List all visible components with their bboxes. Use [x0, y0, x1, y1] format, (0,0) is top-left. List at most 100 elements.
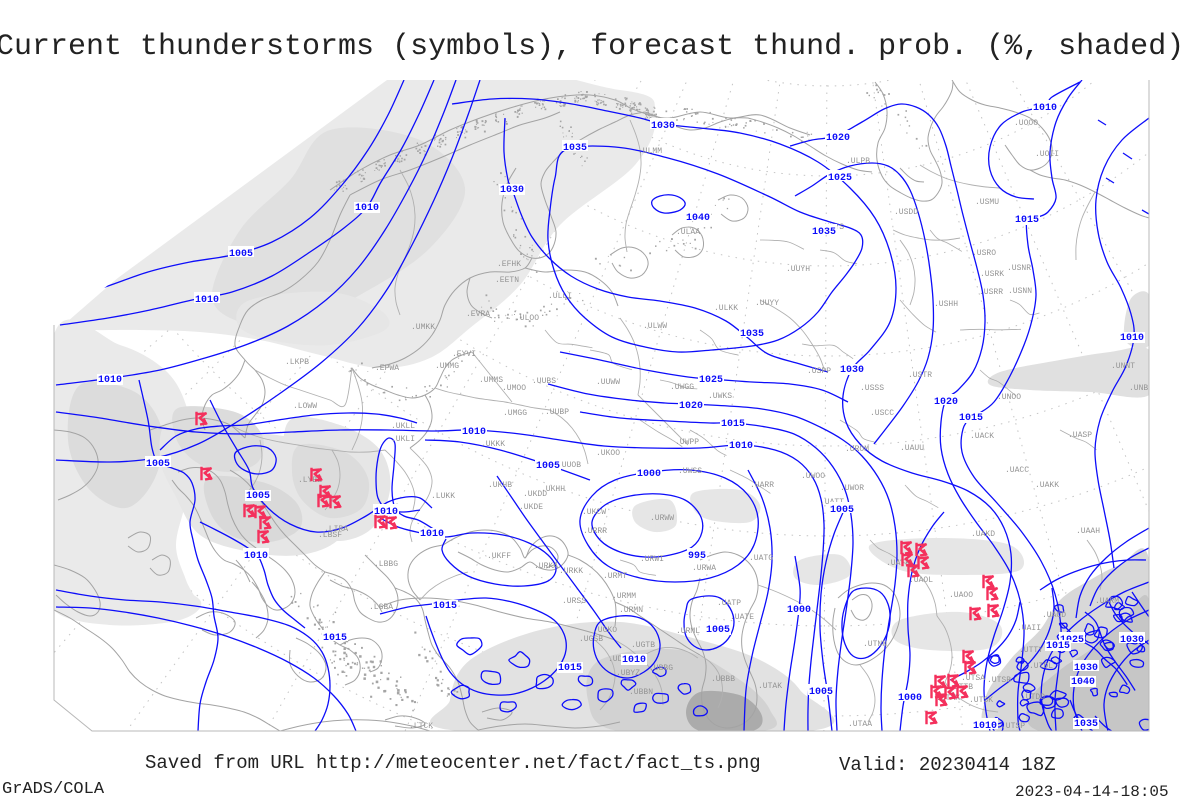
svg-text:.EPWA: .EPWA: [375, 364, 399, 373]
svg-text:1035: 1035: [740, 329, 764, 340]
svg-text:995: 995: [688, 551, 706, 562]
svg-text:.UAKD: .UAKD: [971, 530, 995, 539]
svg-text:1010: 1010: [244, 551, 268, 562]
svg-text:.LGBA: .LGBA: [369, 603, 393, 612]
svg-text:.UTAK: .UTAK: [758, 682, 782, 691]
svg-text:1015: 1015: [323, 633, 347, 644]
svg-text:.ULLI: .ULLI: [548, 292, 572, 301]
svg-text:.LUKK: .LUKK: [431, 492, 455, 501]
svg-text:.LBBG: .LBBG: [374, 560, 398, 569]
svg-text:1030: 1030: [651, 121, 675, 132]
svg-text:.UARM: .UARM: [1095, 597, 1119, 606]
svg-text:.UKHB: .UKHB: [488, 481, 512, 490]
svg-text:.UTTY: .UTTY: [1019, 646, 1043, 655]
svg-text:1010: 1010: [973, 721, 997, 732]
svg-text:1015: 1015: [558, 663, 582, 674]
svg-text:1030: 1030: [1074, 663, 1098, 674]
svg-text:.UTDL: .UTDL: [1029, 662, 1053, 671]
svg-text:.UMKK: .UMKK: [411, 323, 435, 332]
svg-text:.USPP: .USPP: [807, 367, 831, 376]
svg-text:.UWSS: .UWSS: [678, 467, 702, 476]
svg-text:.USNR: .USNR: [1007, 264, 1031, 273]
svg-text:.UGSB: .UGSB: [579, 635, 603, 644]
svg-text:1030: 1030: [500, 185, 524, 196]
svg-text:1010: 1010: [1033, 103, 1057, 114]
svg-text:1020: 1020: [679, 401, 703, 412]
svg-text:.UAII: .UAII: [1017, 624, 1041, 633]
svg-text:.UACK: .UACK: [970, 432, 994, 441]
svg-text:1025: 1025: [699, 375, 723, 386]
svg-text:.URKA: .URKA: [534, 562, 558, 571]
svg-text:.EETN: .EETN: [495, 276, 519, 285]
svg-text:.UNBB: .UNBB: [1129, 384, 1153, 393]
svg-text:.USRO: .USRO: [972, 249, 996, 258]
svg-text:1025: 1025: [828, 173, 852, 184]
svg-text:.UUYH: .UUYH: [786, 265, 810, 274]
svg-text:.URMT: .URMT: [603, 572, 627, 581]
svg-text:.UATG: .UATG: [749, 554, 773, 563]
svg-text:.UGKO: .UGKO: [593, 626, 617, 635]
svg-text:.UROM: .UROM: [845, 445, 869, 454]
svg-text:.UASP: .UASP: [1068, 431, 1092, 440]
svg-text:.UAOD: .UAOD: [1042, 611, 1066, 620]
svg-text:.UOII: .UOII: [1035, 150, 1059, 159]
svg-text:.URMN: .URMN: [619, 606, 643, 615]
svg-text:1015: 1015: [433, 601, 457, 612]
svg-text:.UBBB: .UBBB: [711, 675, 735, 684]
svg-text:1005: 1005: [830, 505, 854, 516]
svg-text:1010: 1010: [729, 441, 753, 452]
svg-text:1000: 1000: [637, 469, 661, 480]
svg-text:.EYVI: .EYVI: [452, 350, 476, 359]
svg-text:.UTSP: .UTSP: [1001, 722, 1025, 731]
svg-text:.ULAA: .ULAA: [676, 228, 700, 237]
svg-text:1010: 1010: [622, 655, 646, 666]
svg-text:1010: 1010: [1120, 333, 1144, 344]
svg-text:1010: 1010: [98, 375, 122, 386]
svg-text:.UTAX: .UTAX: [936, 694, 960, 703]
svg-text:.UWOO: .UWOO: [801, 472, 825, 481]
svg-text:.UOOO: .UOOO: [1014, 119, 1038, 128]
svg-text:.URWW: .URWW: [650, 514, 674, 523]
svg-text:.UKDE: .UKDE: [519, 503, 543, 512]
svg-text:.USMU: .USMU: [975, 198, 999, 207]
svg-text:1005: 1005: [246, 491, 270, 502]
svg-text:.UAKK: .UAKK: [1035, 481, 1059, 490]
svg-text:.USSS: .USSS: [860, 384, 884, 393]
svg-text:.ULWW: .ULWW: [643, 322, 667, 331]
svg-text:.USHH: .USHH: [934, 300, 958, 309]
svg-text:1015: 1015: [721, 419, 745, 430]
svg-text:.UUOB: .UUOB: [557, 461, 581, 470]
svg-text:.UTSK: .UTSK: [969, 696, 993, 705]
svg-text:.USDD: .USDD: [894, 208, 918, 217]
svg-text:.UKDD: .UKDD: [523, 490, 547, 499]
svg-text:.UTSA: .UTSA: [961, 674, 985, 683]
svg-text:1010: 1010: [374, 507, 398, 518]
svg-text:.UKCW: .UKCW: [582, 508, 606, 517]
svg-text:.UKLI: .UKLI: [391, 435, 415, 444]
svg-text:.USCC: .USCC: [870, 409, 894, 418]
svg-text:.UGTB: .UGTB: [631, 641, 655, 650]
svg-text:.URRR: .URRR: [583, 527, 607, 536]
svg-text:.UNOO: .UNOO: [997, 393, 1021, 402]
svg-text:1005: 1005: [706, 625, 730, 636]
svg-text:1000: 1000: [787, 605, 811, 616]
svg-text:.UUBS: .UUBS: [532, 377, 556, 386]
svg-text:.EVRA: .EVRA: [466, 310, 490, 319]
svg-text:.UKLL: .UKLL: [391, 422, 415, 431]
svg-text:.UACC: .UACC: [1005, 466, 1029, 475]
svg-text:.UAOL: .UAOL: [909, 576, 933, 585]
svg-text:.LOWW: .LOWW: [293, 402, 317, 411]
svg-text:.ULOO: .ULOO: [515, 314, 539, 323]
svg-text:.UUWW: .UUWW: [596, 378, 620, 387]
svg-text:.LYBE: .LYBE: [298, 476, 322, 485]
svg-text:.UMGG: .UMGG: [503, 409, 527, 418]
svg-text:.URMM: .URMM: [612, 592, 636, 601]
svg-text:.UKFF: .UKFF: [487, 552, 511, 561]
svg-text:.UBBN: .UBBN: [629, 688, 653, 697]
svg-text:1025: 1025: [1060, 635, 1084, 646]
svg-text:.UUBP: .UUBP: [545, 408, 569, 417]
svg-text:1005: 1005: [229, 249, 253, 260]
svg-text:1020: 1020: [826, 133, 850, 144]
svg-text:.UDSG: .UDSG: [608, 655, 632, 664]
svg-text:.UAOO: .UAOO: [949, 591, 973, 600]
